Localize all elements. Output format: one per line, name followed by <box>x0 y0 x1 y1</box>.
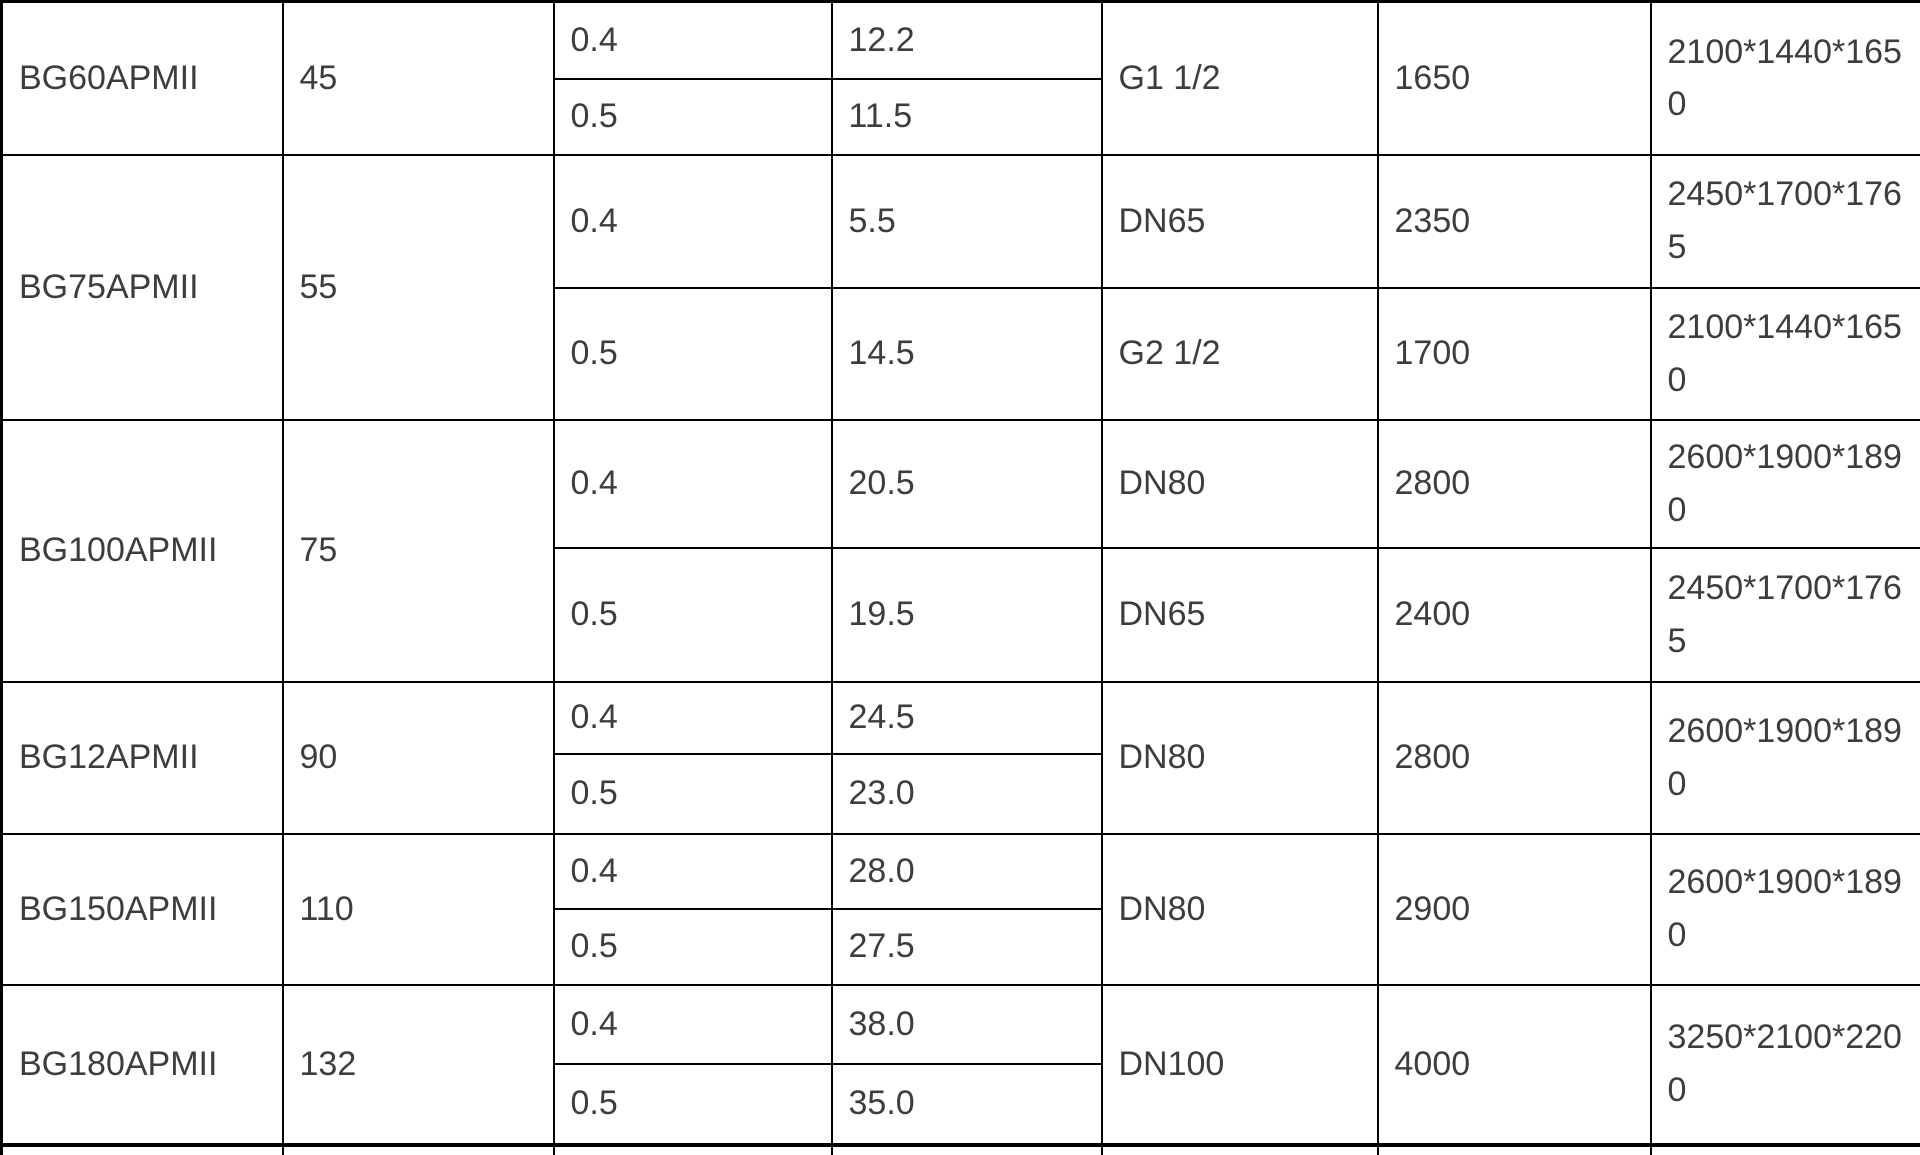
cell-capacity: 14.5 <box>830 286 1103 421</box>
cell-power: 45 <box>281 0 555 156</box>
cell-power: 90 <box>281 680 555 835</box>
cell-dimensions: 2100*1440*1650 <box>1649 0 1920 156</box>
cell-outlet: DN65 <box>1100 153 1379 289</box>
cell-weight: 2800 <box>1376 418 1652 549</box>
cell-dimensions: 2450*1700*1765 <box>1649 153 1920 289</box>
table-row: BG180APMII 132 0.4 38.0 DN100 4000 3250*… <box>0 983 1920 1146</box>
cell-dimensions: 2600*1900*1890 <box>1649 418 1920 549</box>
cell-capacity: 27.5 <box>830 907 1103 986</box>
cell-pressure: 0.4 <box>552 983 833 1065</box>
cell-outlet: G1 1/2 <box>1100 0 1379 156</box>
table-row: BG75APMII 55 0.4 5.5 DN65 2350 2450*1700… <box>0 153 1920 421</box>
table-row: 0.5 27.5 <box>2 907 1920 986</box>
cell-empty <box>0 1142 284 1155</box>
cell-capacity: 28.0 <box>830 832 1103 910</box>
cell-capacity: 23.0 <box>830 752 1103 835</box>
cell-empty <box>830 1142 1103 1155</box>
cell-pressure: 0.4 <box>552 680 833 755</box>
cell-capacity: 12.2 <box>830 0 1103 80</box>
cell-empty <box>1376 1142 1652 1155</box>
cell-empty <box>281 1142 555 1155</box>
cell-model: BG12APMII <box>0 680 284 835</box>
cell-capacity: 11.5 <box>830 77 1103 156</box>
cell-outlet: DN100 <box>1100 983 1379 1146</box>
cell-model: BG60APMII <box>0 0 284 156</box>
cell-empty <box>1649 1142 1920 1155</box>
table-row: 0.5 19.5 DN65 2400 2450*1700*1765 <box>2 546 1920 683</box>
cell-pressure: 0.4 <box>552 418 833 549</box>
table-row: 0.5 35.0 <box>2 1062 1920 1146</box>
cell-power: 75 <box>281 418 555 683</box>
cell-pressure: 0.5 <box>552 77 833 156</box>
cell-capacity: 35.0 <box>830 1062 1103 1146</box>
cell-model: BG150APMII <box>0 832 284 986</box>
cell-pressure: 0.4 <box>552 153 833 289</box>
cell-pressure: 0.5 <box>552 286 833 421</box>
cell-model: BG180APMII <box>0 983 284 1146</box>
cell-pressure: 0.4 <box>552 832 833 910</box>
cell-weight: 2900 <box>1376 832 1652 986</box>
cell-capacity: 19.5 <box>830 546 1103 683</box>
cell-dimensions: 2450*1700*1765 <box>1649 546 1920 683</box>
table-row: 0.5 11.5 <box>2 77 1920 156</box>
table-row: BG60APMII 45 0.4 12.2 G1 1/2 1650 2100*1… <box>0 0 1920 156</box>
cell-capacity: 24.5 <box>830 680 1103 755</box>
cell-outlet: DN80 <box>1100 680 1379 835</box>
table-row: BG100APMII 75 0.4 20.5 DN80 2800 2600*19… <box>0 418 1920 683</box>
cell-model: BG75APMII <box>0 153 284 421</box>
cell-capacity: 20.5 <box>830 418 1103 549</box>
table-row: 0.5 23.0 <box>2 752 1920 835</box>
table-row-partial <box>0 1142 1920 1155</box>
table-row: 0.5 14.5 G2 1/2 1700 2100*1440*1650 <box>2 286 1920 421</box>
cell-pressure: 0.5 <box>552 752 833 835</box>
cell-pressure: 0.5 <box>552 1062 833 1146</box>
cell-outlet: DN80 <box>1100 418 1379 549</box>
cell-pressure: 0.4 <box>552 0 833 80</box>
table-row: BG150APMII 110 0.4 28.0 DN80 2900 2600*1… <box>0 832 1920 986</box>
cell-weight: 4000 <box>1376 983 1652 1146</box>
cell-empty <box>552 1142 833 1155</box>
cell-model: BG100APMII <box>0 418 284 683</box>
cell-outlet: G2 1/2 <box>1100 286 1379 421</box>
cell-weight: 1700 <box>1376 286 1652 421</box>
cell-dimensions: 2600*1900*1890 <box>1649 680 1920 835</box>
cell-weight: 2800 <box>1376 680 1652 835</box>
cell-dimensions: 2600*1900*1890 <box>1649 832 1920 986</box>
cell-dimensions: 3250*2100*2200 <box>1649 983 1920 1146</box>
cell-weight: 2400 <box>1376 546 1652 683</box>
table-row: BG12APMII 90 0.4 24.5 DN80 2800 2600*190… <box>0 680 1920 835</box>
cell-power: 132 <box>281 983 555 1146</box>
cell-weight: 2350 <box>1376 153 1652 289</box>
cell-power: 55 <box>281 153 555 421</box>
cell-pressure: 0.5 <box>552 546 833 683</box>
cell-weight: 1650 <box>1376 0 1652 156</box>
cell-dimensions: 2100*1440*1650 <box>1649 286 1920 421</box>
cell-empty <box>1100 1142 1379 1155</box>
cell-outlet: DN80 <box>1100 832 1379 986</box>
cell-pressure: 0.5 <box>552 907 833 986</box>
cell-capacity: 5.5 <box>830 153 1103 289</box>
cell-capacity: 38.0 <box>830 983 1103 1065</box>
cell-outlet: DN65 <box>1100 546 1379 683</box>
cell-power: 110 <box>281 832 555 986</box>
